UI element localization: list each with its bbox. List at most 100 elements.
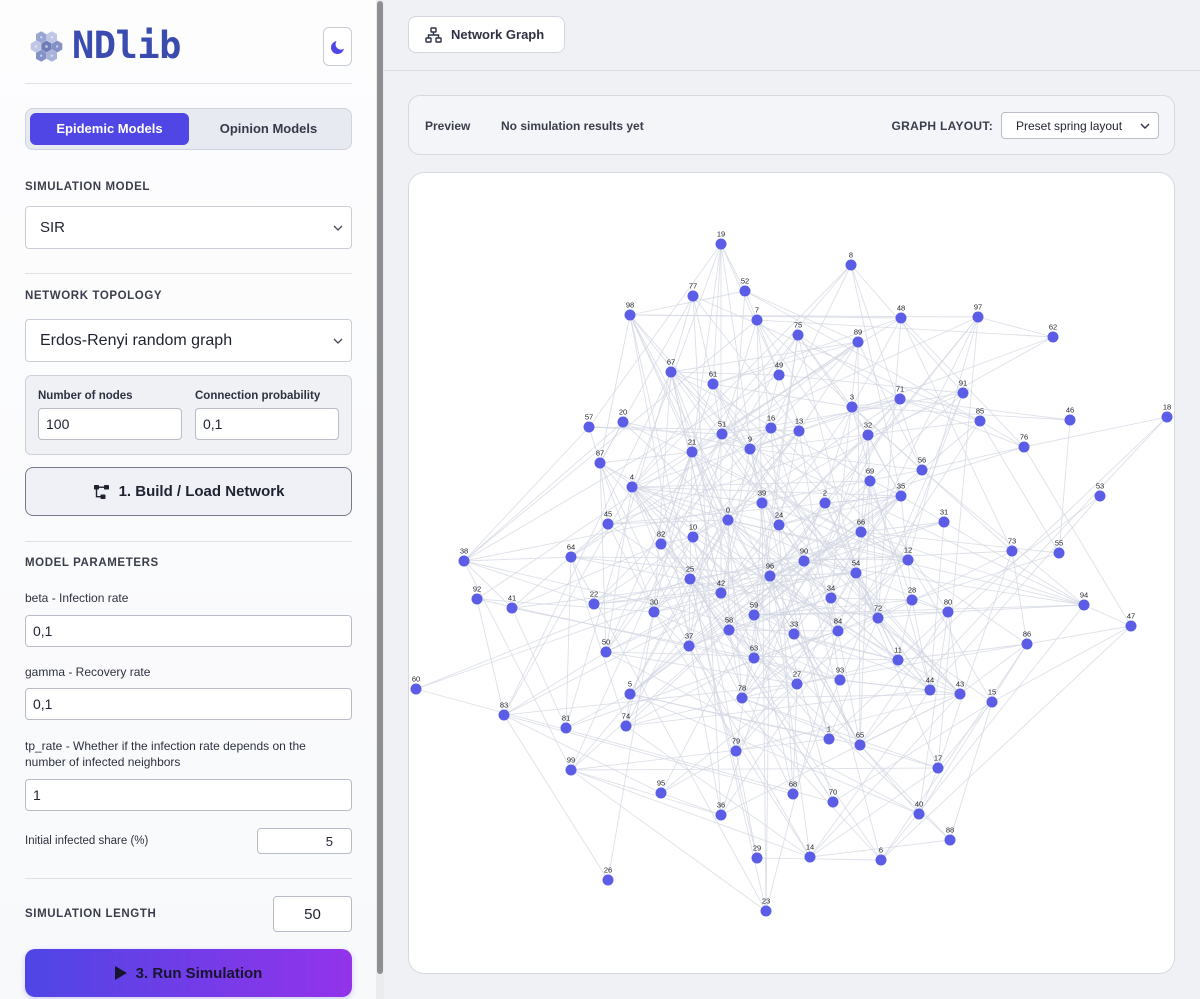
graph-node[interactable] xyxy=(787,788,799,800)
graph-node[interactable] xyxy=(1021,638,1033,650)
tab-epidemic-models[interactable]: Epidemic Models xyxy=(30,113,189,145)
graph-node[interactable] xyxy=(617,416,629,428)
graph-node[interactable] xyxy=(892,654,904,666)
graph-node[interactable] xyxy=(986,696,998,708)
graph-node[interactable] xyxy=(626,481,638,493)
graph-node[interactable] xyxy=(972,311,984,323)
graph-node[interactable] xyxy=(765,422,777,434)
graph-node[interactable] xyxy=(819,497,831,509)
graph-node[interactable] xyxy=(1006,545,1018,557)
run-simulation-button[interactable]: 3. Run Simulation xyxy=(25,949,352,997)
network-graph-canvas[interactable]: 0123456789101112131415161718192021222324… xyxy=(408,172,1175,974)
graph-node[interactable] xyxy=(895,490,907,502)
graph-node[interactable] xyxy=(471,593,483,605)
graph-node[interactable] xyxy=(683,640,695,652)
graph-node[interactable] xyxy=(498,709,510,721)
graph-node[interactable] xyxy=(655,538,667,550)
graph-node[interactable] xyxy=(846,401,858,413)
graph-node[interactable] xyxy=(773,369,785,381)
number-of-nodes-input[interactable] xyxy=(38,408,182,440)
graph-node[interactable] xyxy=(707,378,719,390)
graph-node[interactable] xyxy=(751,852,763,864)
graph-node[interactable] xyxy=(736,692,748,704)
graph-node[interactable] xyxy=(913,808,925,820)
graph-node[interactable] xyxy=(916,464,928,476)
graph-node[interactable] xyxy=(410,683,422,695)
graph-node[interactable] xyxy=(944,834,956,846)
graph-node[interactable] xyxy=(602,518,614,530)
graph-node[interactable] xyxy=(684,573,696,585)
graph-node[interactable] xyxy=(875,854,887,866)
tp-rate-input[interactable] xyxy=(25,779,352,811)
build-load-network-button[interactable]: 1. Build / Load Network xyxy=(25,467,352,516)
graph-node[interactable] xyxy=(1094,490,1106,502)
graph-node[interactable] xyxy=(1018,441,1030,453)
graph-node[interactable] xyxy=(687,290,699,302)
graph-node[interactable] xyxy=(773,519,785,531)
graph-node[interactable] xyxy=(565,551,577,563)
graph-node[interactable] xyxy=(1053,547,1065,559)
graph-node[interactable] xyxy=(862,429,874,441)
graph-node[interactable] xyxy=(458,555,470,567)
graph-node[interactable] xyxy=(1161,411,1173,423)
graph-node[interactable] xyxy=(827,796,839,808)
graph-node[interactable] xyxy=(850,567,862,579)
graph-node[interactable] xyxy=(506,602,518,614)
simulation-length-input[interactable] xyxy=(273,896,352,932)
graph-node[interactable] xyxy=(751,314,763,326)
graph-node[interactable] xyxy=(938,516,950,528)
graph-node[interactable] xyxy=(722,514,734,526)
graph-node[interactable] xyxy=(864,475,876,487)
graph-node[interactable] xyxy=(715,809,727,821)
graph-node[interactable] xyxy=(872,612,884,624)
graph-node[interactable] xyxy=(565,764,577,776)
graph-node[interactable] xyxy=(588,598,600,610)
gamma-input[interactable] xyxy=(25,688,352,720)
graph-node[interactable] xyxy=(974,415,986,427)
graph-node[interactable] xyxy=(655,787,667,799)
graph-node[interactable] xyxy=(739,285,751,297)
simulation-model-select[interactable]: SIR xyxy=(25,206,352,249)
graph-node[interactable] xyxy=(845,259,857,271)
graph-node[interactable] xyxy=(942,606,954,618)
graph-node[interactable] xyxy=(624,688,636,700)
graph-node[interactable] xyxy=(852,336,864,348)
graph-node[interactable] xyxy=(895,312,907,324)
graph-node[interactable] xyxy=(756,497,768,509)
graph-node[interactable] xyxy=(834,674,846,686)
graph-node[interactable] xyxy=(716,428,728,440)
graph-node[interactable] xyxy=(686,446,698,458)
graph-node[interactable] xyxy=(855,526,867,538)
graph-node[interactable] xyxy=(1078,599,1090,611)
graph-node[interactable] xyxy=(764,570,776,582)
graph-node[interactable] xyxy=(791,678,803,690)
graph-node[interactable] xyxy=(744,443,756,455)
graph-node[interactable] xyxy=(748,652,760,664)
graph-node[interactable] xyxy=(854,739,866,751)
tab-opinion-models[interactable]: Opinion Models xyxy=(219,121,318,136)
graph-node[interactable] xyxy=(954,688,966,700)
graph-node[interactable] xyxy=(602,874,614,886)
graph-node[interactable] xyxy=(832,625,844,637)
graph-node[interactable] xyxy=(932,762,944,774)
graph-node[interactable] xyxy=(825,592,837,604)
graph-node[interactable] xyxy=(715,587,727,599)
network-graph-tab[interactable]: Network Graph xyxy=(408,16,565,53)
graph-node[interactable] xyxy=(594,457,606,469)
graph-node[interactable] xyxy=(823,733,835,745)
graph-node[interactable] xyxy=(760,905,772,917)
graph-node[interactable] xyxy=(730,745,742,757)
graph-node[interactable] xyxy=(902,554,914,566)
graph-node[interactable] xyxy=(798,555,810,567)
beta-input[interactable] xyxy=(25,615,352,647)
theme-toggle-button[interactable] xyxy=(323,27,352,66)
graph-node[interactable] xyxy=(906,594,918,606)
graph-node[interactable] xyxy=(924,684,936,696)
graph-node[interactable] xyxy=(723,624,735,636)
graph-node[interactable] xyxy=(804,851,816,863)
graph-node[interactable] xyxy=(620,720,632,732)
graph-layout-select[interactable]: Preset spring layout xyxy=(1001,112,1159,139)
graph-node[interactable] xyxy=(600,646,612,658)
graph-node[interactable] xyxy=(1047,331,1059,343)
graph-node[interactable] xyxy=(792,329,804,341)
